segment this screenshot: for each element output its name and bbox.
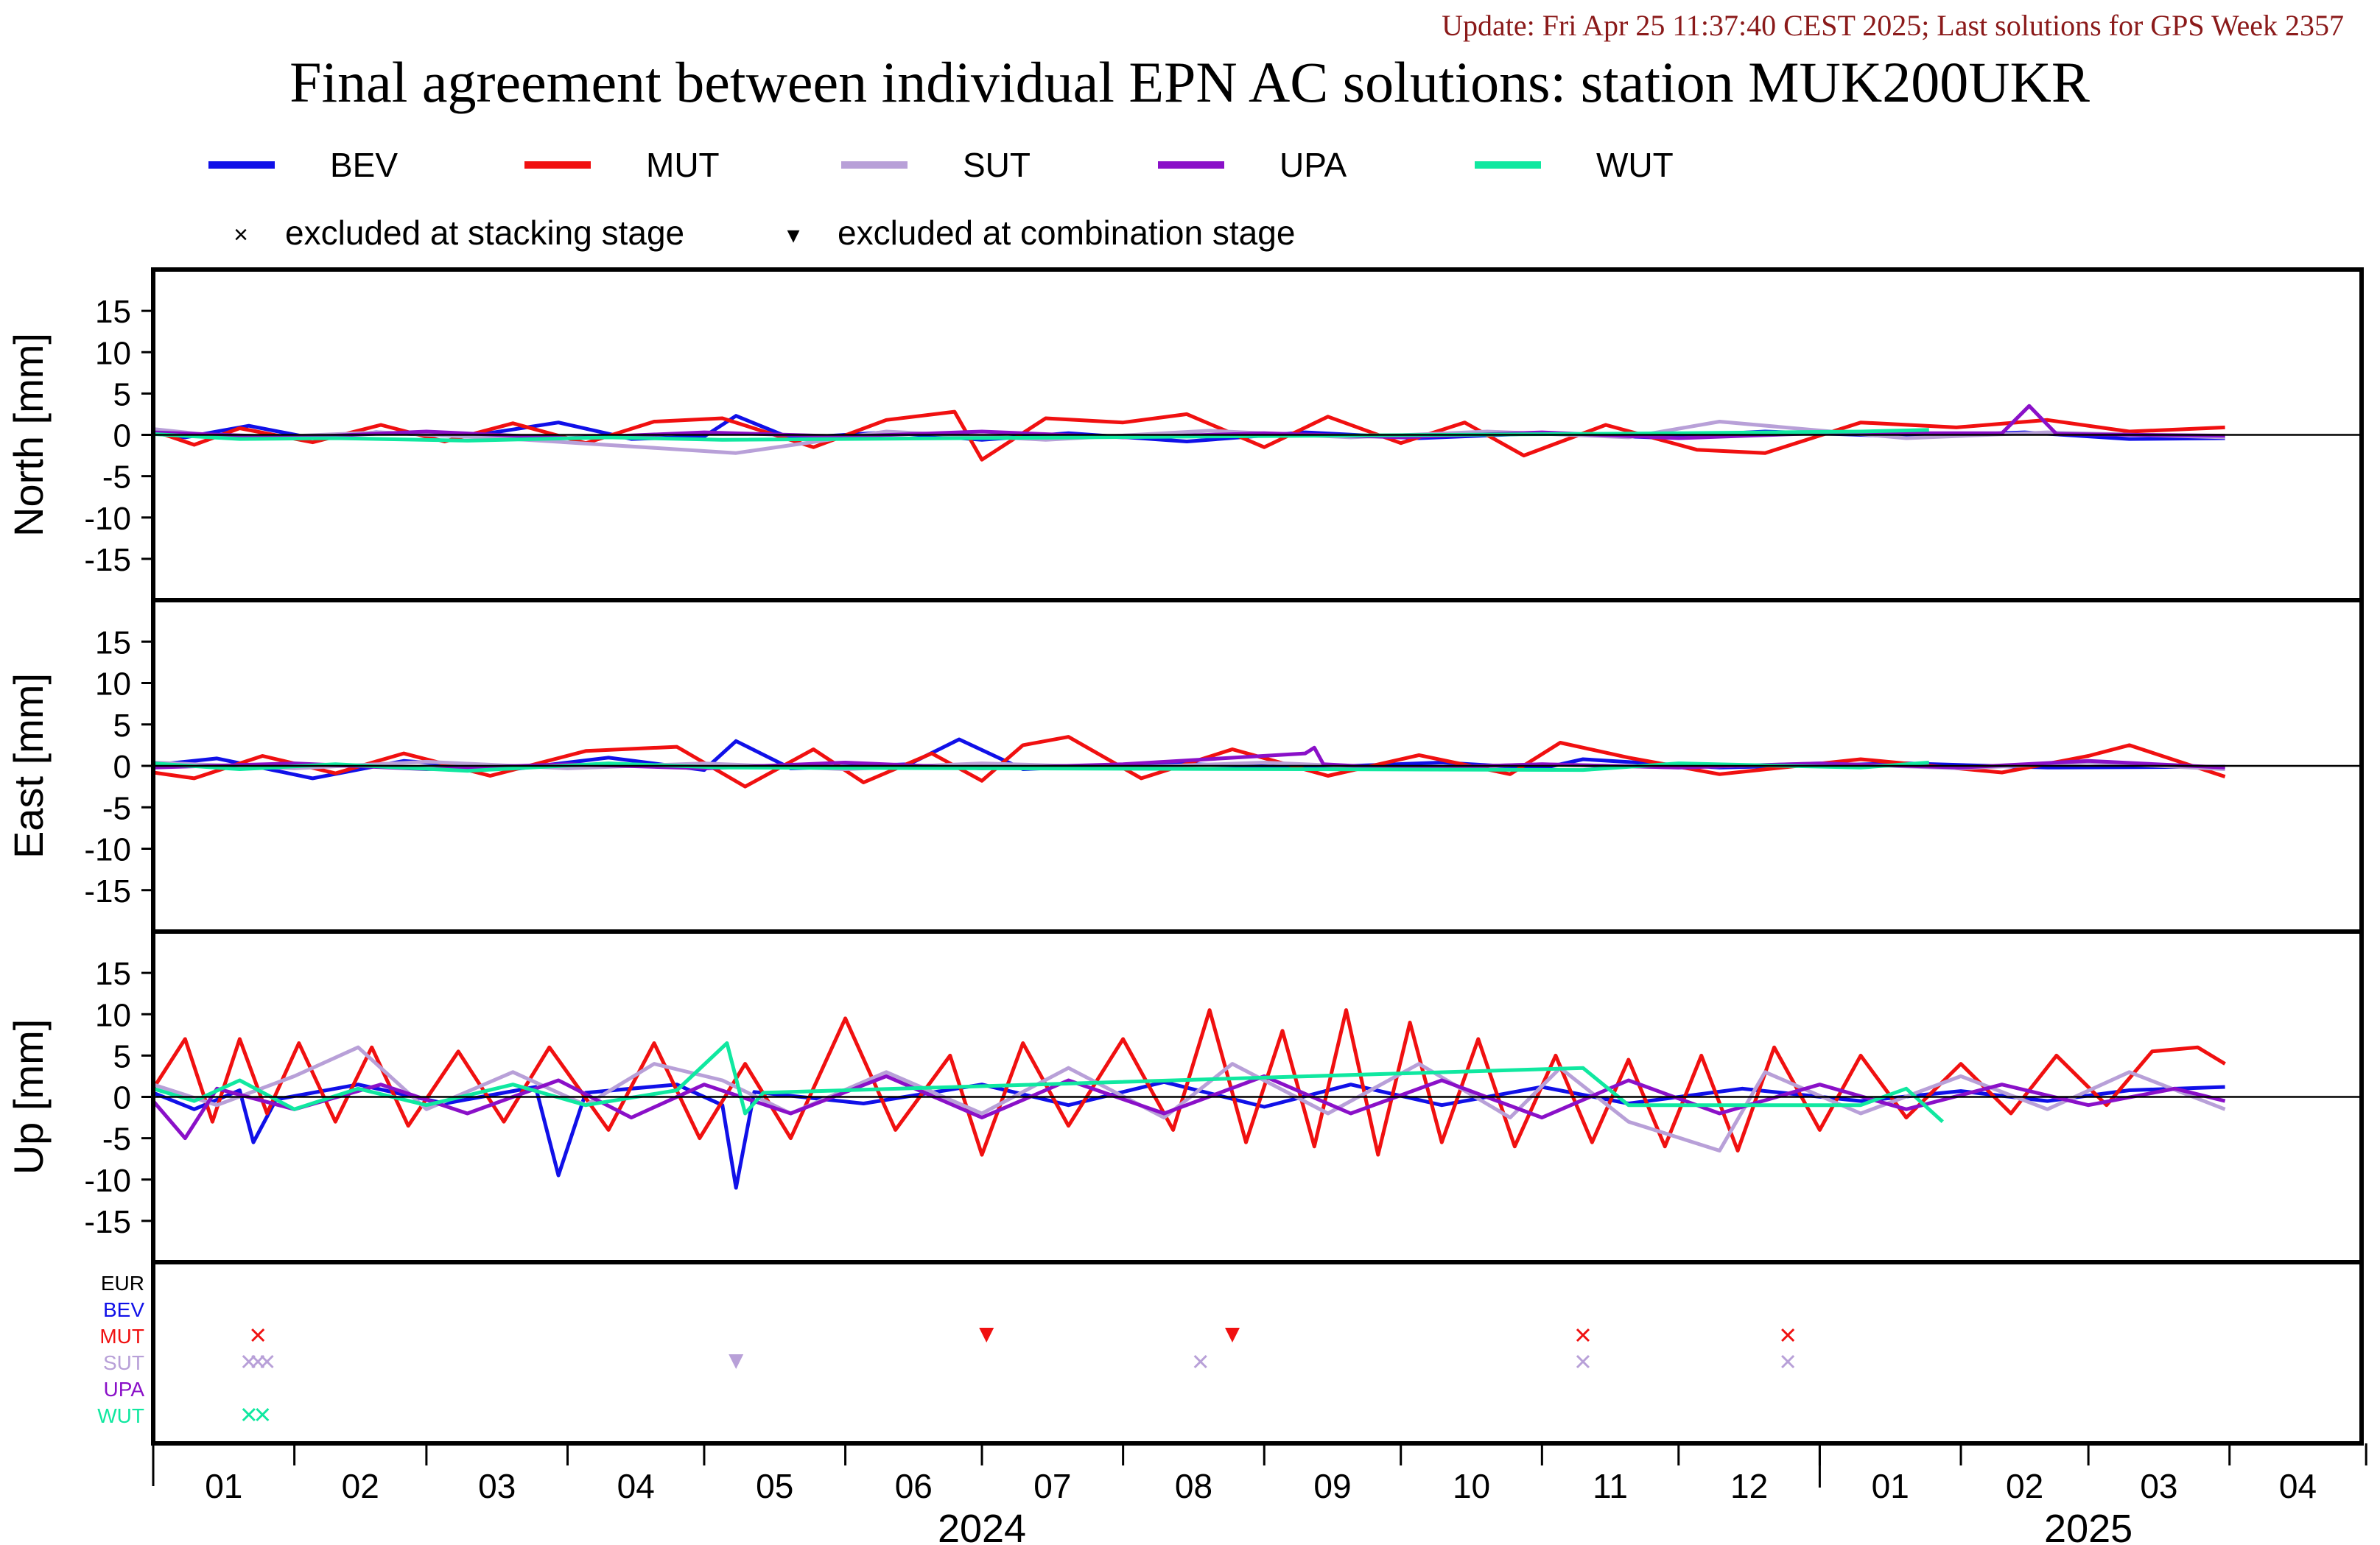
series-line-upa bbox=[153, 1074, 2226, 1141]
y-tick-label: -5 bbox=[102, 1122, 131, 1158]
y-tick-label: -5 bbox=[102, 790, 131, 826]
year-label-2025: 2025 bbox=[2044, 1507, 2132, 1545]
legend-label-upa: UPA bbox=[1279, 146, 1347, 184]
panel-1: 15 10 5 0 -5 -10 -15 East [mm] bbox=[5, 598, 2364, 934]
x-tick-label: 08 bbox=[1175, 1467, 1212, 1505]
stacking-marker bbox=[1576, 1328, 1590, 1342]
legend-label-sut: SUT bbox=[963, 146, 1031, 184]
exclusion-row-label-eur: EUR bbox=[101, 1272, 144, 1295]
series-group bbox=[153, 404, 2225, 462]
y-tick-label: -15 bbox=[84, 542, 131, 578]
legend: BEV MUT SUT UPA WUT × excluded at stacking sta… bbox=[208, 146, 1674, 252]
legend-label-mut: MUT bbox=[646, 146, 720, 184]
exclusion-row-label-sut: SUT bbox=[103, 1351, 144, 1374]
exclusion-panel: EUR BEV MUT SUT UPA WUT bbox=[97, 1260, 2364, 1446]
series-line-mut bbox=[153, 1008, 2226, 1157]
x-tick-label: 03 bbox=[478, 1467, 516, 1505]
stacking-marker bbox=[256, 1407, 270, 1422]
x-tick-label: 12 bbox=[1730, 1467, 1768, 1505]
stacking-marker bbox=[1781, 1328, 1795, 1342]
x-tick-label: 04 bbox=[617, 1467, 655, 1505]
legend-label-bev: BEV bbox=[330, 146, 398, 184]
y-tick-label: 0 bbox=[113, 749, 131, 785]
y-tick-label: 10 bbox=[95, 666, 131, 703]
legend-marker-label-0: excluded at stacking stage bbox=[285, 214, 684, 252]
series-line-bev bbox=[153, 1080, 2225, 1190]
exclusion-row-label-bev: BEV bbox=[103, 1298, 144, 1321]
combination-marker bbox=[979, 1328, 994, 1342]
series-line-upa bbox=[153, 404, 2225, 440]
exclusion-row-label-mut: MUT bbox=[99, 1325, 144, 1348]
x-tick-label: 05 bbox=[756, 1467, 793, 1505]
y-tick-label: 5 bbox=[113, 376, 131, 412]
y-tick-label: 5 bbox=[113, 1038, 131, 1074]
stacking-marker bbox=[251, 1328, 265, 1342]
year-label-2024: 2024 bbox=[938, 1507, 1026, 1545]
x-tick-label: 02 bbox=[2006, 1467, 2043, 1505]
x-axis: 01 02 03 04 05 06 07 08 09 10 11 12 01 02 03 04 2024 2025 bbox=[152, 1442, 2367, 1545]
exclusion-frame bbox=[151, 1260, 2364, 1446]
y-tick-label: -5 bbox=[102, 460, 131, 496]
stacking-marker bbox=[1193, 1354, 1207, 1369]
y-axis-label: Up [mm] bbox=[5, 1019, 52, 1175]
y-tick-label: 5 bbox=[113, 708, 131, 744]
legend-marker-symbol-0: × bbox=[234, 221, 248, 249]
panel-2: 15 10 5 0 -5 -10 -15 Up [mm] bbox=[5, 929, 2364, 1264]
y-tick-label: 15 bbox=[95, 624, 131, 661]
x-tick-label: 02 bbox=[342, 1467, 379, 1505]
y-tick-label: 0 bbox=[113, 1080, 131, 1116]
exclusion-row-label-wut: WUT bbox=[97, 1404, 144, 1427]
combination-marker bbox=[1225, 1328, 1240, 1342]
y-tick-label: 15 bbox=[95, 956, 131, 992]
legend-label-wut: WUT bbox=[1596, 146, 1674, 184]
y-tick-label: 10 bbox=[95, 997, 131, 1033]
x-tick-label: 09 bbox=[1313, 1467, 1351, 1505]
x-tick-label: 06 bbox=[895, 1467, 933, 1505]
update-text: Update: Fri Apr 25 11:37:40 CEST 2025; L… bbox=[1442, 9, 2344, 42]
chart-title: Final agreement between individual EPN A… bbox=[289, 50, 2090, 114]
x-tick-label: 04 bbox=[2279, 1467, 2317, 1505]
x-tick-label: 03 bbox=[2140, 1467, 2177, 1505]
y-tick-label: -15 bbox=[84, 873, 131, 909]
x-tick-label: 11 bbox=[1593, 1467, 1628, 1505]
series-line-wut bbox=[153, 428, 1929, 443]
y-tick-label: -15 bbox=[84, 1204, 131, 1240]
stacking-marker bbox=[1576, 1354, 1590, 1369]
stacking-marker bbox=[242, 1407, 256, 1422]
y-tick-label: 0 bbox=[113, 418, 131, 454]
combination-marker bbox=[729, 1354, 744, 1369]
stacking-marker bbox=[1781, 1354, 1795, 1369]
x-tick-label: 01 bbox=[205, 1467, 242, 1505]
y-tick-label: -10 bbox=[84, 501, 131, 537]
exclusion-row-label-upa: UPA bbox=[104, 1378, 145, 1401]
series-group bbox=[153, 735, 2226, 789]
x-tick-label: 07 bbox=[1033, 1467, 1071, 1505]
y-tick-label: 10 bbox=[95, 335, 131, 371]
series-group bbox=[153, 1008, 2226, 1190]
legend-marker-symbol-1: ▾ bbox=[787, 221, 799, 249]
y-tick-label: 15 bbox=[95, 294, 131, 330]
y-tick-label: -10 bbox=[84, 832, 131, 868]
y-tick-label: -10 bbox=[84, 1163, 131, 1199]
plot-area: 15 10 5 0 -5 -10 -15 North [mm] 15 10 5 0 -5 -10 -15 Ea… bbox=[5, 267, 2367, 1545]
y-axis-label: North [mm] bbox=[5, 333, 52, 537]
x-tick-label: 10 bbox=[1453, 1467, 1490, 1505]
panel-0: 15 10 5 0 -5 -10 -15 North [mm] bbox=[5, 267, 2364, 602]
series-line-wut bbox=[153, 1041, 1944, 1124]
x-tick-label: 01 bbox=[1872, 1467, 1909, 1505]
legend-marker-label-1: excluded at combination stage bbox=[838, 214, 1295, 252]
stacking-marker bbox=[260, 1354, 274, 1369]
y-axis-label: East [mm] bbox=[5, 673, 52, 859]
